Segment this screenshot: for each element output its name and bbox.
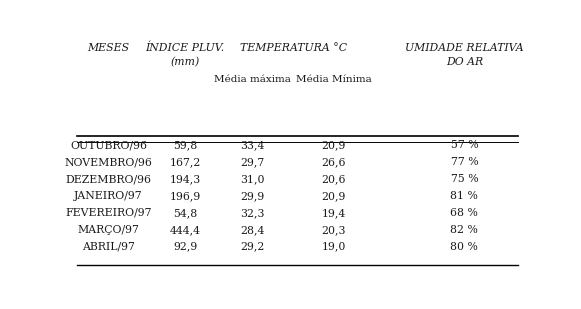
Text: 26,6: 26,6 [321,157,346,167]
Text: TEMPERATURA °C: TEMPERATURA °C [240,43,347,53]
Text: 19,4: 19,4 [322,208,346,218]
Text: 31,0: 31,0 [241,174,265,184]
Text: 20,6: 20,6 [321,174,346,184]
Text: 29,7: 29,7 [241,157,265,167]
Text: MESES: MESES [88,43,130,53]
Text: 33,4: 33,4 [241,140,265,150]
Text: ABRIL/97: ABRIL/97 [82,242,135,252]
Text: FEVEREIRO/97: FEVEREIRO/97 [66,208,152,218]
Text: 196,9: 196,9 [170,191,201,201]
Text: Média máxima: Média máxima [214,75,291,84]
Text: 28,4: 28,4 [241,225,265,235]
Text: 54,8: 54,8 [173,208,198,218]
Text: OUTUBRO/96: OUTUBRO/96 [70,140,147,150]
Text: 20,3: 20,3 [321,225,346,235]
Text: DO AR: DO AR [446,57,483,67]
Text: NOVEMBRO/96: NOVEMBRO/96 [64,157,153,167]
Text: 77 %: 77 % [450,157,478,167]
Text: MARÇO/97: MARÇO/97 [78,225,139,235]
Text: UMIDADE RELATIVA: UMIDADE RELATIVA [405,43,523,53]
Text: 75 %: 75 % [450,174,478,184]
Text: 19,0: 19,0 [322,242,346,252]
Text: 59,8: 59,8 [173,140,198,150]
Text: 194,3: 194,3 [170,174,201,184]
Text: 29,9: 29,9 [241,191,265,201]
Text: DEZEMBRO/96: DEZEMBRO/96 [66,174,152,184]
Text: 29,2: 29,2 [241,242,265,252]
Text: (mm): (mm) [171,57,200,67]
Text: 20,9: 20,9 [322,191,346,201]
Text: 81 %: 81 % [450,191,478,201]
Text: 57 %: 57 % [450,140,478,150]
Text: 444,4: 444,4 [170,225,200,235]
Text: ÍNDICE PLUV.: ÍNDICE PLUV. [146,43,225,53]
Text: 68 %: 68 % [450,208,478,218]
Text: 82 %: 82 % [450,225,478,235]
Text: Média Mínima: Média Mínima [296,75,372,84]
Text: 92,9: 92,9 [173,242,198,252]
Text: 32,3: 32,3 [241,208,265,218]
Text: 20,9: 20,9 [322,140,346,150]
Text: 80 %: 80 % [450,242,478,252]
Text: 167,2: 167,2 [170,157,201,167]
Text: JANEIRO/97: JANEIRO/97 [74,191,143,201]
